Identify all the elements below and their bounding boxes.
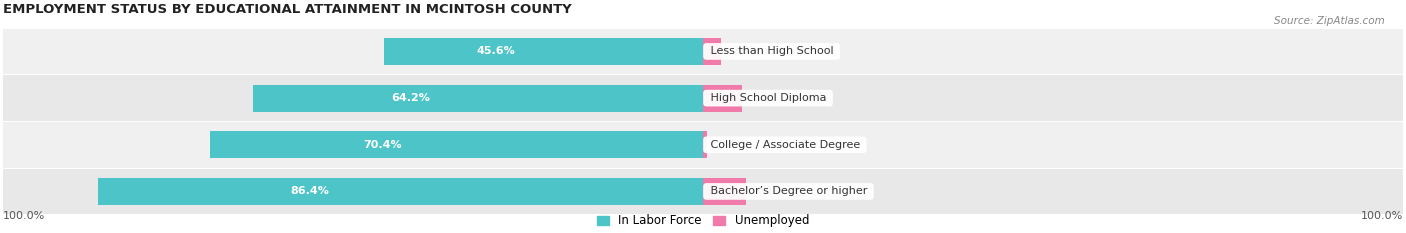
Text: 2.5%: 2.5% xyxy=(731,46,759,56)
Text: 100.0%: 100.0% xyxy=(1361,211,1403,221)
Bar xyxy=(703,85,741,112)
Bar xyxy=(3,122,1403,168)
Bar xyxy=(209,131,703,158)
Bar xyxy=(3,75,1403,121)
Text: 5.5%: 5.5% xyxy=(752,93,780,103)
Text: College / Associate Degree: College / Associate Degree xyxy=(706,140,863,150)
Text: 0.5%: 0.5% xyxy=(717,140,745,150)
Text: Less than High School: Less than High School xyxy=(706,46,837,56)
Text: Source: ZipAtlas.com: Source: ZipAtlas.com xyxy=(1274,16,1385,26)
Bar xyxy=(703,38,720,65)
Bar xyxy=(703,131,706,158)
Bar xyxy=(3,29,1403,74)
Bar xyxy=(253,85,703,112)
Text: 45.6%: 45.6% xyxy=(477,46,515,56)
Text: 70.4%: 70.4% xyxy=(363,140,402,150)
Bar xyxy=(3,168,1403,214)
Text: 64.2%: 64.2% xyxy=(391,93,430,103)
Text: EMPLOYMENT STATUS BY EDUCATIONAL ATTAINMENT IN MCINTOSH COUNTY: EMPLOYMENT STATUS BY EDUCATIONAL ATTAINM… xyxy=(3,3,571,16)
Bar xyxy=(384,38,703,65)
Text: Bachelor’s Degree or higher: Bachelor’s Degree or higher xyxy=(706,186,870,196)
Text: 100.0%: 100.0% xyxy=(3,211,45,221)
Text: 86.4%: 86.4% xyxy=(290,186,329,196)
Bar xyxy=(703,178,745,205)
Text: High School Diploma: High School Diploma xyxy=(706,93,830,103)
Legend: In Labor Force, Unemployed: In Labor Force, Unemployed xyxy=(592,209,814,232)
Text: 6.1%: 6.1% xyxy=(756,186,785,196)
Bar xyxy=(98,178,703,205)
